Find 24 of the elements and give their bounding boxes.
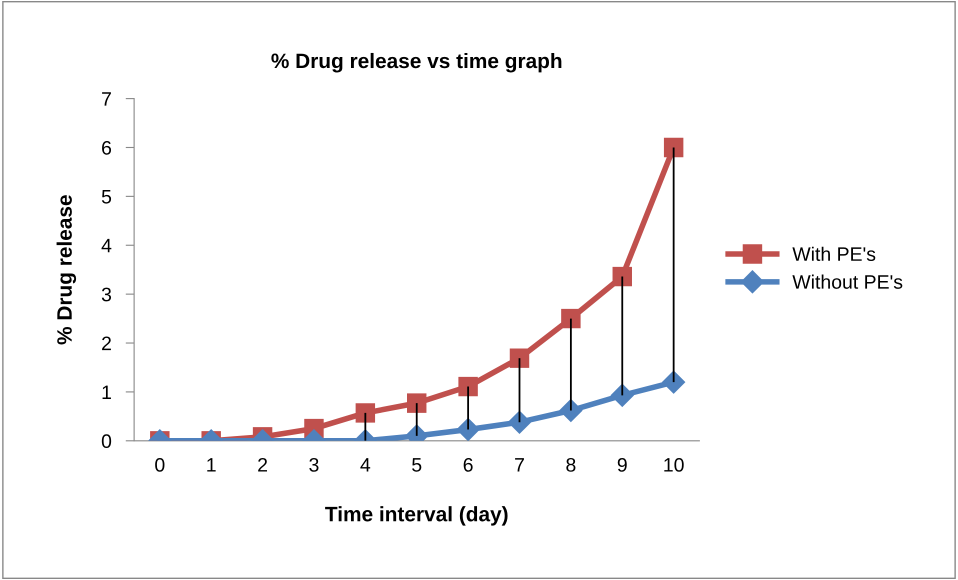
y-tick-label: 5 [102,190,112,204]
x-tick-label: 3 [309,458,319,472]
x-tick-label: 8 [566,458,576,472]
x-tick-label: 10 [664,458,684,472]
x-tick-label: 4 [360,458,370,472]
legend-label: With PE's [792,246,876,261]
legend-label: Without PE's [792,274,902,289]
x-tick-label: 2 [258,458,268,472]
x-tick-label: 0 [155,458,164,472]
y-axis-title: % Drug release [56,195,76,344]
y-tick-label: 3 [102,288,112,302]
x-tick-label: 9 [618,458,627,472]
y-tick-label: 1 [102,386,111,399]
x-tick-label: 6 [464,458,473,472]
x-tick-label: 5 [412,458,422,472]
y-tick-label: 2 [102,336,111,350]
y-tick-label: 0 [102,434,112,448]
y-tick-label: 6 [102,140,112,155]
y-tick-label: 7 [102,92,111,106]
x-tick-label: 7 [515,458,524,472]
y-tick-label: 4 [102,238,112,252]
chart-title: % Drug release vs time graph [271,52,562,72]
x-tick-label: 1 [207,458,216,472]
x-axis-title: Time interval (day) [325,506,508,526]
